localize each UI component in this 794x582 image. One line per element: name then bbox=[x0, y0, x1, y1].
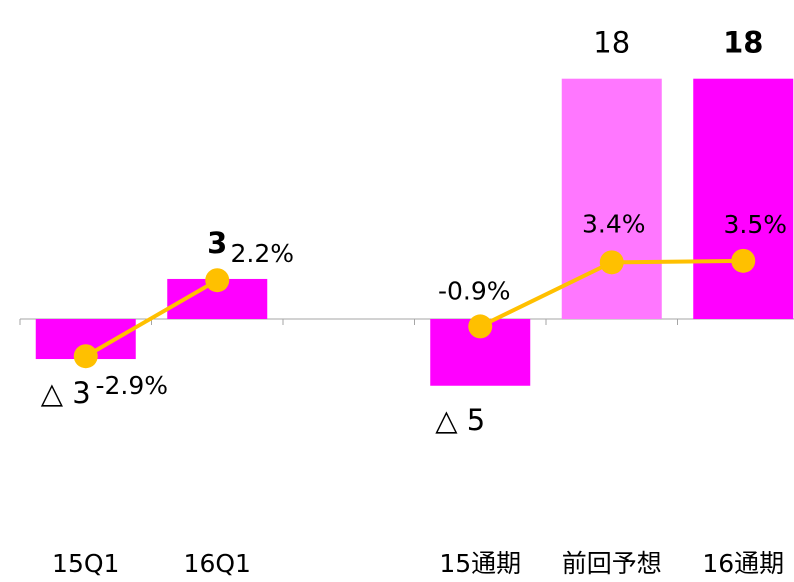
line-series-segment bbox=[84, 278, 219, 358]
x-tick-label: 前回予想 bbox=[562, 549, 662, 578]
bar-前回予想 bbox=[561, 78, 662, 319]
bar-value-label: △ 5 bbox=[435, 403, 485, 437]
line-point-16Q1 bbox=[205, 268, 230, 293]
bar-value-label: 18 bbox=[593, 26, 630, 60]
line-point-15Q1 bbox=[73, 344, 98, 369]
x-tick-label: 16Q1 bbox=[184, 549, 251, 578]
bar-16通期 bbox=[693, 78, 794, 319]
line-value-label: 3.4% bbox=[582, 209, 646, 238]
line-point-前回予想 bbox=[599, 250, 624, 275]
line-value-label: -0.9% bbox=[438, 276, 511, 305]
x-tick-label: 15Q1 bbox=[52, 549, 119, 578]
line-value-label: 3.5% bbox=[723, 210, 787, 239]
line-point-16通期 bbox=[731, 248, 756, 273]
x-tick-label: 16通期 bbox=[702, 549, 784, 578]
bar-value-label: △ 3 bbox=[41, 376, 91, 410]
bar-value-label: 18 bbox=[723, 26, 763, 60]
x-tick-label: 15通期 bbox=[439, 549, 521, 578]
line-value-label: 2.2% bbox=[230, 239, 294, 268]
bar-value-label: 3 bbox=[207, 226, 227, 260]
line-point-15通期 bbox=[468, 314, 493, 339]
line-value-label: -2.9% bbox=[95, 371, 168, 400]
